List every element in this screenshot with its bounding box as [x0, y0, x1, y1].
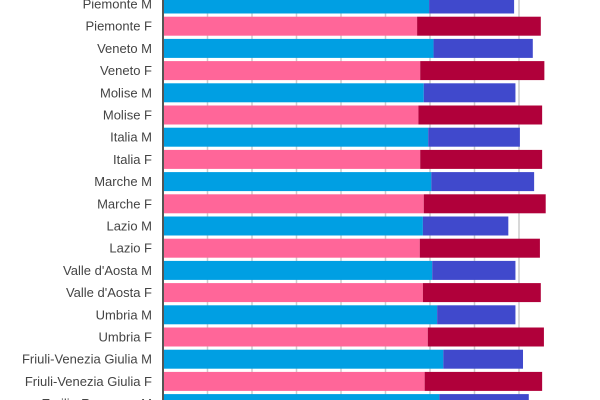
- bar-segment-1: [163, 61, 421, 81]
- category-label: Veneto M: [97, 41, 152, 56]
- bar-segment-1: [163, 394, 440, 400]
- bar-segment-2: [420, 149, 543, 169]
- bar-segment-1: [163, 371, 425, 391]
- bar-segment-2: [437, 305, 516, 325]
- category-label: Marche F: [97, 196, 152, 211]
- bar-segment-2: [422, 283, 541, 303]
- bar-segment-1: [163, 327, 428, 347]
- bar-segment-1: [163, 305, 438, 325]
- category-label: Umbria F: [99, 330, 153, 345]
- category-label: Veneto F: [100, 63, 152, 78]
- category-label: Friuli-Venezia Giulia M: [22, 352, 152, 367]
- bar-segment-2: [429, 0, 515, 14]
- bar-segment-1: [163, 16, 418, 36]
- bar-segment-1: [163, 105, 419, 125]
- bar-segment-1: [163, 238, 420, 258]
- category-label: Italia F: [113, 152, 152, 167]
- bar-segment-2: [431, 172, 535, 192]
- category-labels: Piemonte M Piemonte F Veneto M Veneto F Moli…: [22, 0, 152, 400]
- category-label: Emilia-Romagna M: [41, 396, 152, 400]
- bar-segment-1: [163, 0, 430, 14]
- bar-segment-1: [163, 283, 423, 303]
- category-label: Lazio F: [109, 241, 152, 256]
- bar-segment-2: [419, 238, 540, 258]
- bar-segment-2: [432, 260, 516, 280]
- category-label: Valle d'Aosta M: [63, 263, 152, 278]
- bar-segment-2: [443, 349, 524, 369]
- bar-segment-1: [163, 260, 433, 280]
- bar-segment-1: [163, 127, 429, 147]
- category-label: Piemonte F: [86, 19, 153, 34]
- category-label: Lazio M: [106, 219, 152, 234]
- bar-segment-2: [423, 194, 546, 214]
- bar-segment-1: [163, 349, 444, 369]
- category-label: Friuli-Venezia Giulia F: [25, 374, 152, 389]
- bar-segment-2: [423, 83, 516, 103]
- category-label: Umbria M: [96, 307, 152, 322]
- bar-segment-2: [439, 394, 529, 400]
- category-label: Valle d'Aosta F: [66, 285, 152, 300]
- bars: [163, 0, 546, 400]
- bar-segment-2: [433, 38, 533, 58]
- bar-segment-2: [428, 127, 520, 147]
- category-label: Italia M: [110, 130, 152, 145]
- bar-segment-1: [163, 194, 424, 214]
- bar-segment-2: [417, 16, 541, 36]
- bar-segment-1: [163, 172, 432, 192]
- bar-segment-2: [422, 216, 509, 236]
- bar-segment-2: [420, 61, 545, 81]
- category-label: Piemonte M: [83, 0, 152, 12]
- category-label: Molise M: [100, 85, 152, 100]
- bar-segment-1: [163, 83, 424, 103]
- category-label: Marche M: [94, 174, 152, 189]
- bar-segment-2: [424, 371, 543, 391]
- bar-segment-1: [163, 149, 421, 169]
- bar-segment-1: [163, 38, 434, 58]
- bar-segment-2: [427, 327, 544, 347]
- category-label: Molise F: [103, 108, 152, 123]
- bar-segment-2: [418, 105, 543, 125]
- bar-segment-1: [163, 216, 423, 236]
